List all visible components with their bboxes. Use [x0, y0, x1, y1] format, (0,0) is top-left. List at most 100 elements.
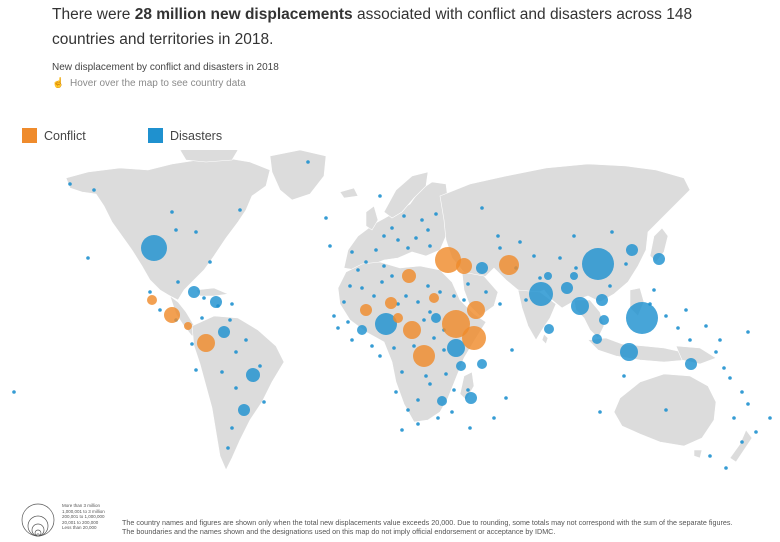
marker-small[interactable] [652, 288, 656, 292]
marker-small[interactable] [708, 454, 712, 458]
marker-small[interactable] [724, 466, 728, 470]
marker-conflict[interactable] [402, 269, 416, 283]
marker-small[interactable] [68, 182, 72, 186]
marker-disasters[interactable] [570, 272, 578, 280]
marker-small[interactable] [676, 326, 680, 330]
marker-small[interactable] [92, 188, 96, 192]
marker-conflict[interactable] [442, 310, 470, 338]
marker-small[interactable] [466, 388, 470, 392]
marker-small[interactable] [428, 382, 432, 386]
marker-small[interactable] [622, 374, 626, 378]
marker-small[interactable] [170, 210, 174, 214]
marker-small[interactable] [492, 416, 496, 420]
marker-small[interactable] [768, 416, 772, 420]
marker-small[interactable] [194, 230, 198, 234]
marker-small[interactable] [468, 426, 472, 430]
marker-disasters[interactable] [599, 315, 609, 325]
marker-disasters[interactable] [238, 404, 250, 416]
marker-conflict[interactable] [499, 255, 519, 275]
marker-disasters[interactable] [653, 253, 665, 265]
marker-small[interactable] [740, 440, 744, 444]
marker-small[interactable] [230, 302, 234, 306]
marker-small[interactable] [350, 250, 354, 254]
marker-small[interactable] [324, 216, 328, 220]
marker-small[interactable] [608, 284, 612, 288]
marker-conflict[interactable] [164, 307, 180, 323]
marker-disasters[interactable] [141, 235, 167, 261]
marker-small[interactable] [396, 302, 400, 306]
marker-disasters[interactable] [447, 339, 465, 357]
marker-small[interactable] [718, 338, 722, 342]
marker-small[interactable] [328, 244, 332, 248]
marker-small[interactable] [228, 318, 232, 322]
marker-disasters[interactable] [431, 313, 441, 323]
marker-small[interactable] [518, 240, 522, 244]
marker-small[interactable] [208, 260, 212, 264]
marker-small[interactable] [262, 400, 266, 404]
marker-small[interactable] [510, 348, 514, 352]
marker-disasters[interactable] [582, 248, 614, 280]
marker-small[interactable] [484, 290, 488, 294]
marker-small[interactable] [426, 284, 430, 288]
marker-small[interactable] [12, 390, 16, 394]
marker-small[interactable] [684, 308, 688, 312]
marker-conflict[interactable] [403, 321, 421, 339]
marker-conflict[interactable] [393, 313, 403, 323]
marker-small[interactable] [746, 402, 750, 406]
marker-small[interactable] [396, 238, 400, 242]
marker-small[interactable] [714, 350, 718, 354]
marker-disasters[interactable] [218, 326, 230, 338]
marker-disasters[interactable] [561, 282, 573, 294]
marker-small[interactable] [558, 256, 562, 260]
marker-conflict[interactable] [385, 297, 397, 309]
marker-small[interactable] [436, 416, 440, 420]
marker-small[interactable] [412, 344, 416, 348]
marker-small[interactable] [356, 268, 360, 272]
marker-small[interactable] [382, 234, 386, 238]
marker-small[interactable] [434, 212, 438, 216]
marker-disasters[interactable] [620, 343, 638, 361]
marker-small[interactable] [86, 256, 90, 260]
marker-disasters[interactable] [626, 302, 658, 334]
marker-small[interactable] [332, 314, 336, 318]
marker-small[interactable] [372, 294, 376, 298]
marker-small[interactable] [452, 294, 456, 298]
marker-small[interactable] [200, 316, 204, 320]
marker-small[interactable] [382, 264, 386, 268]
marker-small[interactable] [572, 234, 576, 238]
marker-small[interactable] [422, 318, 426, 322]
marker-small[interactable] [404, 294, 408, 298]
marker-small[interactable] [202, 296, 206, 300]
marker-small[interactable] [442, 348, 446, 352]
marker-disasters[interactable] [375, 313, 397, 335]
marker-small[interactable] [234, 386, 238, 390]
marker-conflict[interactable] [413, 345, 435, 367]
marker-small[interactable] [450, 410, 454, 414]
marker-small[interactable] [390, 226, 394, 230]
marker-small[interactable] [420, 218, 424, 222]
marker-small[interactable] [524, 298, 528, 302]
marker-small[interactable] [392, 346, 396, 350]
marker-small[interactable] [480, 206, 484, 210]
marker-small[interactable] [378, 194, 382, 198]
marker-small[interactable] [414, 236, 418, 240]
marker-conflict[interactable] [456, 258, 472, 274]
marker-small[interactable] [174, 228, 178, 232]
marker-small[interactable] [722, 366, 726, 370]
marker-conflict[interactable] [360, 304, 372, 316]
marker-small[interactable] [374, 248, 378, 252]
marker-small[interactable] [432, 336, 436, 340]
marker-disasters[interactable] [210, 296, 222, 308]
marker-small[interactable] [226, 446, 230, 450]
marker-disasters[interactable] [571, 297, 589, 315]
marker-small[interactable] [438, 290, 442, 294]
marker-small[interactable] [452, 388, 456, 392]
marker-small[interactable] [194, 368, 198, 372]
marker-small[interactable] [424, 374, 428, 378]
legend-item-conflict[interactable]: Conflict [22, 128, 86, 143]
marker-small[interactable] [428, 310, 432, 314]
marker-small[interactable] [466, 282, 470, 286]
marker-small[interactable] [190, 342, 194, 346]
marker-small[interactable] [406, 408, 410, 412]
marker-small[interactable] [306, 160, 310, 164]
